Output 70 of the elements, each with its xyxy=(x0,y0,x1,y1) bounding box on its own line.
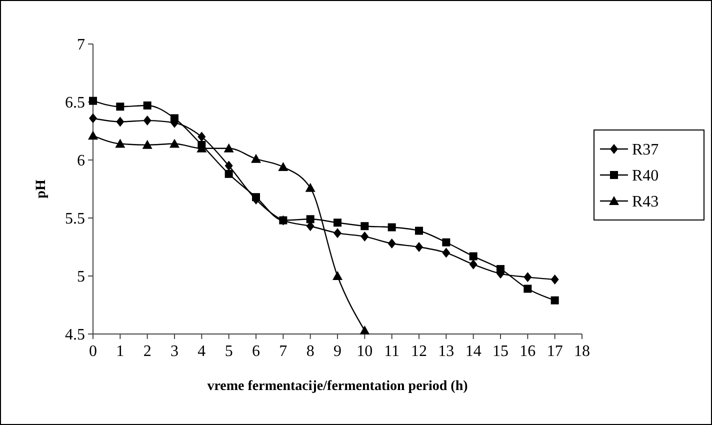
x-tick-label: 13 xyxy=(438,343,454,360)
x-tick-label: 18 xyxy=(574,343,590,360)
point xyxy=(388,223,396,232)
x-tick-label: 8 xyxy=(306,343,314,360)
point xyxy=(116,116,124,127)
x-tick-label: 17 xyxy=(546,343,563,360)
point xyxy=(360,326,370,335)
point xyxy=(142,140,152,149)
y-tick-label: 4.5 xyxy=(65,326,85,344)
x-tick-label: 14 xyxy=(465,343,482,360)
point xyxy=(415,226,423,235)
x-tick-label: 6 xyxy=(252,343,260,360)
x-tick-label: 0 xyxy=(89,343,97,360)
x-tick-label: 2 xyxy=(143,343,152,360)
point xyxy=(334,228,342,238)
point xyxy=(170,138,180,148)
point xyxy=(224,143,234,152)
point xyxy=(224,160,233,171)
y-tick-label: 7 xyxy=(77,36,85,54)
x-tick-label: 1 xyxy=(116,343,124,360)
point xyxy=(88,130,98,140)
x-tick-label: 5 xyxy=(224,343,233,360)
point xyxy=(115,138,126,148)
point xyxy=(198,132,206,142)
point xyxy=(442,238,450,246)
x-tick-label: 11 xyxy=(384,343,400,360)
point xyxy=(469,259,478,270)
x-tick-label: 3 xyxy=(170,343,178,360)
point xyxy=(279,216,288,224)
point xyxy=(360,222,369,230)
point xyxy=(524,272,532,282)
y-axis-title: pH xyxy=(34,180,49,198)
point xyxy=(306,215,314,224)
point xyxy=(278,162,288,171)
point xyxy=(251,154,261,163)
point xyxy=(170,114,178,122)
x-tick-label: 7 xyxy=(279,343,288,360)
point xyxy=(305,182,316,192)
legend-label: R40 xyxy=(632,168,659,185)
point xyxy=(550,274,559,284)
point xyxy=(415,242,423,252)
point xyxy=(252,193,260,202)
point xyxy=(550,296,559,304)
point xyxy=(334,218,342,227)
x-tick-label: 16 xyxy=(520,343,536,360)
y-tick-label: 5.5 xyxy=(65,210,85,228)
y-tick-label: 6 xyxy=(77,152,85,170)
x-tick-label: 15 xyxy=(492,343,508,360)
legend-label: R43 xyxy=(632,194,659,211)
point xyxy=(524,284,532,293)
point xyxy=(388,238,396,249)
point xyxy=(116,102,124,111)
point xyxy=(469,252,478,260)
point xyxy=(143,116,152,126)
point xyxy=(442,248,450,258)
point xyxy=(143,101,152,110)
y-tick-label: 6.5 xyxy=(65,94,85,112)
x-axis-title: vreme fermentacije/fermentation period (h) xyxy=(207,379,468,394)
point xyxy=(332,271,342,280)
point xyxy=(89,113,97,124)
x-tick-label: 10 xyxy=(356,343,373,360)
point xyxy=(496,265,504,274)
legend-label: R37 xyxy=(632,142,659,159)
y-tick-label: 5 xyxy=(77,268,85,286)
point xyxy=(360,232,369,242)
x-tick-label: 12 xyxy=(411,343,427,360)
point xyxy=(89,96,97,105)
point xyxy=(224,170,233,178)
x-tick-label: 4 xyxy=(198,343,206,360)
x-tick-label: 9 xyxy=(334,343,342,360)
